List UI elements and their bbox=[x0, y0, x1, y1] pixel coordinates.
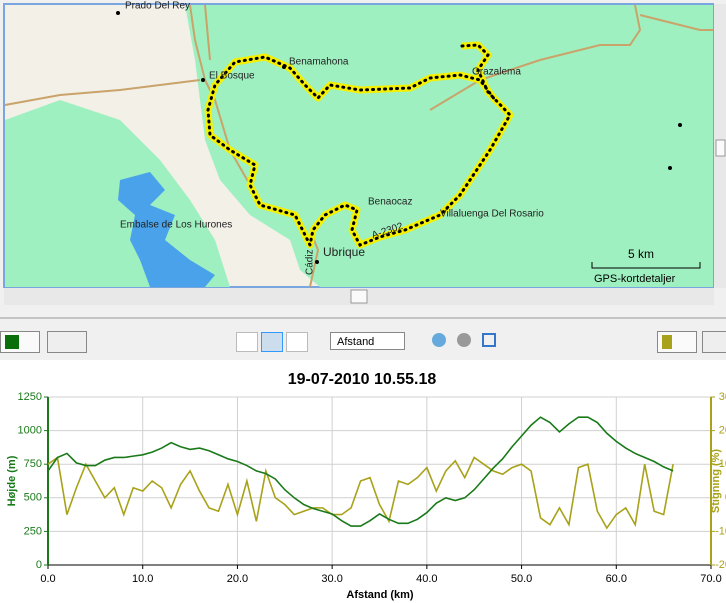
zoom-in[interactable] bbox=[432, 333, 446, 347]
y2-tick-label: 30 bbox=[719, 391, 726, 403]
x-tick-label: 10.0 bbox=[132, 573, 153, 585]
fill2-button[interactable] bbox=[702, 331, 726, 353]
series-line bbox=[47, 416, 674, 527]
line2-color-button[interactable] bbox=[657, 331, 697, 353]
y2-tick-label: -20 bbox=[715, 559, 726, 571]
x-tick-label: 0.0 bbox=[40, 573, 55, 585]
town-label: El Bosque bbox=[209, 71, 255, 82]
town-dot bbox=[116, 11, 120, 15]
x-tick-label: 20.0 bbox=[227, 573, 248, 585]
y-tick-label: 1000 bbox=[18, 425, 42, 437]
v-scroll-thumb[interactable] bbox=[715, 139, 726, 157]
park-area bbox=[5, 100, 230, 287]
zoom-out[interactable] bbox=[457, 333, 471, 347]
line-color-button[interactable] bbox=[0, 331, 40, 353]
y2-tick-label: 20 bbox=[719, 425, 726, 437]
y-tick-label: 750 bbox=[24, 458, 42, 470]
y2-axis-label: Stigning (%) bbox=[710, 449, 722, 513]
chart-title: 19-07-2010 10.55.18 bbox=[288, 371, 437, 388]
series-line bbox=[47, 456, 674, 530]
town-label: Grazalema bbox=[472, 67, 521, 78]
scale-label: 5 km bbox=[628, 247, 654, 261]
x-axis-label: Afstand (km) bbox=[346, 589, 414, 601]
map-detail-label: GPS-kortdetaljer bbox=[594, 273, 676, 285]
y-axis-label: Højde (m) bbox=[6, 455, 18, 506]
fill-button[interactable] bbox=[47, 331, 87, 353]
curve-tool[interactable] bbox=[286, 332, 308, 352]
route-track bbox=[206, 43, 512, 250]
axis-select[interactable]: Afstand bbox=[330, 332, 405, 350]
map-panel: Prado Del Rey El Bosque Benamahona Graza… bbox=[0, 0, 726, 320]
y2-tick-label: 0 bbox=[725, 492, 726, 504]
town-dot bbox=[315, 260, 319, 264]
y2-tick-label: 10 bbox=[719, 458, 726, 470]
town-label: Prado Del Rey bbox=[125, 1, 190, 12]
x-tick-label: 40.0 bbox=[416, 573, 437, 585]
x-tick-label: 30.0 bbox=[321, 573, 342, 585]
town-dot bbox=[201, 78, 205, 82]
x-tick-label: 60.0 bbox=[606, 573, 627, 585]
profile-chart: 19-07-2010 10.55.18 Afstand (km) Højde (… bbox=[0, 360, 726, 603]
zoom-fit[interactable] bbox=[482, 333, 496, 347]
road-label: Cádiz bbox=[305, 249, 316, 275]
x-tick-label: 50.0 bbox=[511, 573, 532, 585]
poi-dot bbox=[678, 123, 682, 127]
h-scroll-thumb[interactable] bbox=[350, 289, 368, 304]
grid-tool[interactable] bbox=[261, 332, 283, 352]
y-tick-label: 250 bbox=[24, 525, 42, 537]
y2-tick-label: -10 bbox=[715, 525, 726, 537]
park-area bbox=[185, 5, 713, 287]
town-label: Villaluenga Del Rosario bbox=[440, 209, 544, 220]
marker-tool[interactable] bbox=[236, 332, 258, 352]
y-tick-label: 1250 bbox=[18, 391, 42, 403]
town-label: Ubrique bbox=[323, 245, 365, 259]
x-tick-label: 70.0 bbox=[700, 573, 721, 585]
poi-dot bbox=[668, 166, 672, 170]
lake bbox=[118, 172, 215, 287]
y-tick-label: 0 bbox=[36, 559, 42, 571]
town-label: Benamahona bbox=[289, 57, 349, 68]
scale-bar bbox=[591, 262, 701, 269]
toolbar: Afstand bbox=[0, 320, 726, 360]
town-label: Benaocaz bbox=[368, 197, 412, 208]
y-tick-label: 500 bbox=[24, 492, 42, 504]
lake-label: Embalse de Los Hurones bbox=[120, 220, 232, 231]
town-dot bbox=[282, 65, 286, 69]
